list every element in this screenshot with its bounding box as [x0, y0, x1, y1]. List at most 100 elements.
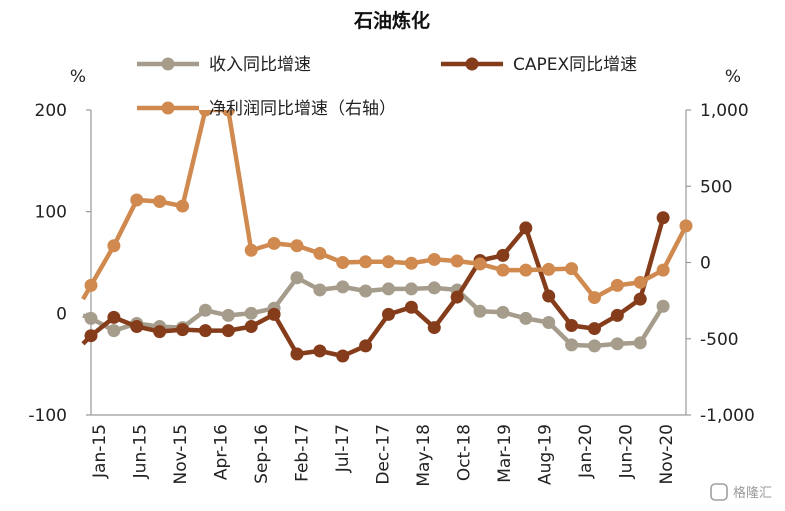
x-tick-label-group: Nov-20: [657, 424, 677, 485]
data-point: [542, 262, 556, 276]
right-tick-label: 500: [700, 177, 732, 197]
right-tick-label: -500: [700, 330, 739, 350]
series-layer: [81, 110, 693, 363]
data-point: [84, 329, 98, 343]
data-point: [542, 315, 556, 329]
data-point: [450, 254, 464, 268]
data-point: [267, 236, 281, 250]
data-point: [198, 303, 212, 317]
x-tick-label-group: Oct-18: [455, 424, 475, 481]
series-line: [81, 217, 666, 359]
data-point: [198, 110, 212, 117]
data-point: [587, 339, 601, 353]
legend-swatch-marker: [161, 57, 175, 71]
data-point: [130, 320, 144, 334]
data-point: [359, 255, 373, 269]
left-tick-label: 0: [56, 304, 67, 324]
data-point: [633, 275, 647, 289]
data-point: [633, 292, 647, 306]
data-point: [496, 263, 510, 277]
x-tick-label-group: May-18: [414, 424, 434, 487]
x-tick-label-group: Feb-17: [293, 424, 313, 482]
data-point: [153, 325, 167, 339]
data-point: [290, 239, 304, 253]
x-tick-label-group: Jan-20: [576, 424, 596, 479]
right-axis-unit: %: [725, 67, 741, 87]
data-point: [679, 219, 693, 233]
x-tick-label: Jul-17: [333, 424, 353, 473]
x-tick-label-group: Jan-15: [90, 424, 110, 479]
right-tick-label: 1,000: [700, 101, 749, 121]
data-point: [244, 320, 258, 334]
x-tick-label: Jan-15: [90, 424, 110, 479]
data-point: [404, 282, 418, 296]
data-point: [427, 252, 441, 266]
x-tick-label: Nov-15: [171, 424, 191, 485]
data-point: [519, 311, 533, 325]
x-tick-label: Nov-20: [657, 424, 677, 485]
right-tick-label: 0: [700, 254, 711, 274]
x-tick-label-group: Mar-19: [495, 424, 515, 483]
data-point: [221, 308, 235, 322]
x-tick-label: Oct-18: [455, 424, 475, 481]
watermark-logo-icon: [710, 483, 728, 501]
x-tick-label: May-18: [414, 424, 434, 487]
data-point: [176, 323, 190, 337]
data-point: [519, 221, 533, 235]
data-point: [587, 322, 601, 336]
data-point: [84, 278, 98, 292]
watermark: 格隆汇: [710, 483, 772, 501]
data-point: [587, 291, 601, 305]
data-point: [656, 263, 670, 277]
data-point: [633, 336, 647, 350]
series-1: [82, 271, 670, 353]
data-point: [336, 256, 350, 269]
data-point: [359, 339, 373, 353]
legend-swatch-marker: [161, 101, 175, 115]
x-tick-label: Apr-16: [212, 424, 232, 480]
x-tick-label-group: Jul-17: [333, 424, 353, 473]
x-tick-label: Jan-20: [576, 424, 596, 479]
x-tick-label-group: Sep-16: [252, 424, 272, 484]
data-point: [153, 195, 167, 208]
data-point: [473, 304, 487, 318]
data-point: [359, 284, 373, 298]
x-tick-label: Sep-16: [252, 424, 272, 484]
data-point: [382, 307, 395, 321]
data-point: [107, 310, 121, 324]
x-tick-label-group: Jun-15: [131, 424, 151, 479]
data-point: [107, 239, 121, 253]
left-tick-label: 100: [35, 203, 67, 223]
data-point: [542, 289, 556, 303]
data-point: [382, 282, 395, 296]
data-point: [473, 257, 487, 271]
x-tick-label: Feb-17: [293, 424, 313, 482]
data-point: [176, 199, 190, 213]
data-point: [656, 299, 670, 313]
data-point: [565, 262, 579, 276]
data-point: [198, 324, 212, 338]
data-point: [656, 211, 670, 225]
legend-swatch-marker: [465, 57, 479, 71]
data-point: [336, 280, 350, 294]
x-tick-label: Mar-19: [495, 424, 515, 483]
left-tick-label: 200: [35, 101, 67, 121]
data-point: [382, 255, 395, 269]
data-point: [107, 324, 121, 338]
x-tick-label-group: Aug-19: [536, 424, 556, 485]
data-point: [565, 319, 579, 333]
legend-label: 收入同比增速: [209, 55, 311, 75]
legend-item-2: CAPEX同比增速: [441, 55, 637, 75]
left-tick-label: -100: [28, 406, 67, 426]
data-point: [450, 290, 464, 304]
data-point: [84, 311, 98, 325]
data-point: [290, 347, 304, 361]
x-tick-label: Jun-15: [131, 424, 151, 479]
data-point: [427, 281, 441, 295]
x-tick-label-group: Dec-17: [374, 424, 394, 485]
x-tick-label-group: Jun-20: [617, 424, 637, 479]
data-point: [244, 306, 258, 320]
x-tick-label-group: Nov-15: [171, 424, 191, 485]
legend-item-3: 净利润同比增速（右轴）: [137, 99, 396, 119]
